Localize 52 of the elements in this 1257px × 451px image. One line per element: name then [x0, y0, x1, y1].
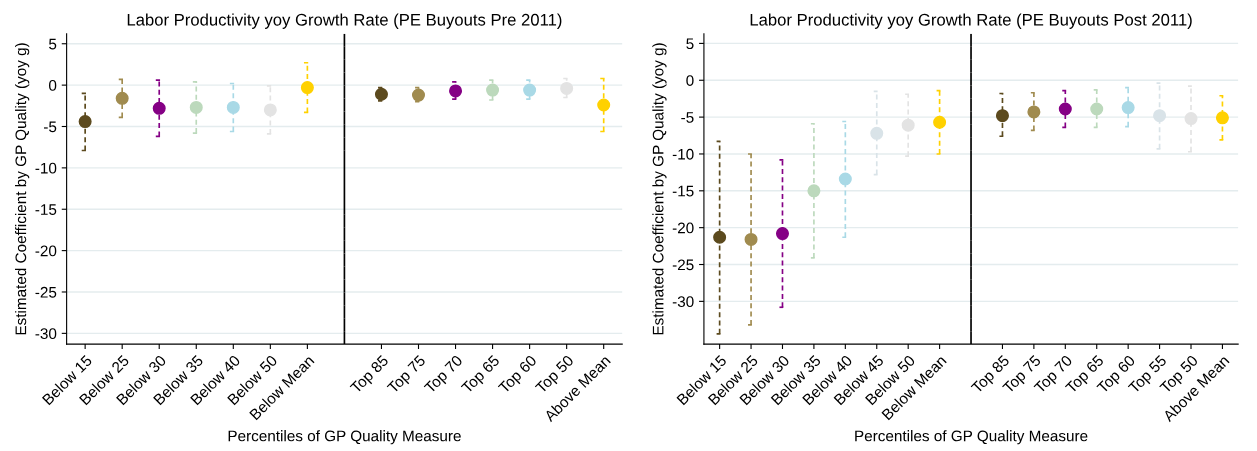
point: [523, 83, 537, 97]
point: [1215, 111, 1229, 125]
point: [713, 230, 727, 244]
point: [300, 81, 314, 95]
point: [995, 109, 1009, 123]
point: [486, 83, 500, 97]
chart-title: Labor Productivity yoy Growth Rate (PE Buyouts Post 2011): [750, 13, 1192, 29]
point: [78, 115, 92, 129]
y-tick-label: -25: [672, 259, 694, 271]
point: [152, 101, 166, 115]
point: [870, 126, 884, 140]
point: [1153, 109, 1167, 123]
y-tick-label: -10: [672, 148, 694, 160]
y-axis-title: Estimated Coefficient by GP Quality (yoy g): [652, 43, 667, 335]
point: [838, 172, 852, 186]
point: [560, 81, 574, 95]
y-tick-label: 0: [49, 79, 57, 91]
y-tick-label: 5: [686, 38, 694, 50]
y-tick-label: -30: [35, 328, 57, 340]
y-tick-label: -5: [681, 112, 694, 123]
y-tick-label: 5: [49, 38, 57, 50]
point: [449, 84, 463, 98]
point: [115, 91, 129, 105]
point: [807, 184, 821, 198]
point: [189, 100, 203, 114]
x-axis-title: Percentiles of GP Quality Measure: [855, 430, 1088, 445]
point: [1058, 102, 1072, 116]
point: [263, 103, 277, 117]
point: [226, 100, 240, 114]
point: [901, 118, 915, 132]
point: [744, 232, 758, 246]
y-tick-label: -10: [35, 162, 57, 174]
y-tick-label: -30: [672, 296, 694, 308]
point: [1027, 105, 1041, 119]
point: [933, 115, 947, 129]
y-tick-label: 0: [686, 75, 694, 86]
x-axis-title: Percentiles of GP Quality Measure: [228, 430, 461, 445]
point: [775, 227, 789, 241]
chart-title: Labor Productivity yoy Growth Rate (PE Buyouts Pre 2011): [127, 13, 562, 29]
y-tick-label: -15: [35, 204, 57, 215]
y-tick-label: -20: [672, 222, 694, 234]
y-tick-label: -15: [672, 185, 694, 197]
y-tick-label: -20: [35, 245, 57, 257]
point: [1121, 101, 1135, 115]
point: [597, 98, 611, 112]
point: [374, 87, 388, 101]
point: [411, 88, 426, 102]
y-tick-label: -25: [35, 286, 57, 298]
y-tick-label: -5: [43, 121, 57, 133]
point: [1090, 102, 1104, 116]
point: [1184, 112, 1198, 126]
y-axis-title: Estimated Coefficient by GP Quality (yoy g): [15, 43, 30, 335]
